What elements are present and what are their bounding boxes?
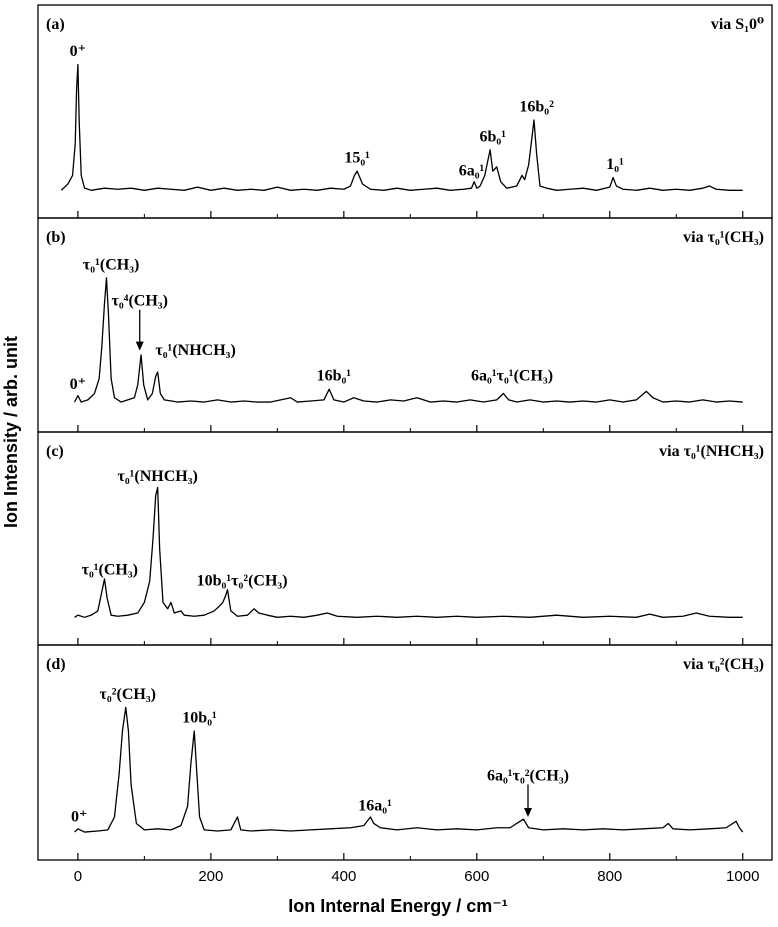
panel-frame: [37, 431, 773, 646]
peak-label: 10b₀¹τ₀²(CH₃): [197, 572, 288, 589]
peak-label: 6a₀¹τ₀¹(CH₃): [471, 368, 553, 385]
panel-note: via τ₀¹(NHCH₃): [659, 443, 764, 460]
panel-label: (b): [46, 229, 66, 246]
arrow-head: [523, 808, 532, 817]
panel-note: via τ₀¹(CH₃): [683, 229, 764, 246]
peak-label: 0⁺: [70, 43, 86, 60]
peak-label: τ₀²(CH₃): [100, 686, 156, 703]
peak-label: τ₀¹(NHCH₃): [117, 468, 197, 485]
panel-frame: [37, 644, 773, 861]
panel-frame: [37, 4, 773, 219]
panel-label: (c): [46, 443, 64, 460]
spectrum-line: [74, 706, 744, 833]
peak-label: 1₀¹: [606, 156, 624, 173]
x-tick-label: 400: [331, 868, 356, 885]
peak-label: 16b₀¹: [317, 368, 352, 385]
x-tick-label: 1000: [726, 868, 759, 885]
x-tick-label: 800: [597, 868, 622, 885]
panel-label: (d): [46, 656, 66, 673]
spectrum-line: [74, 486, 743, 618]
x-tick-label: 600: [464, 868, 489, 885]
peak-label: τ₀¹(CH₃): [83, 256, 139, 273]
peak-label: 15₀¹: [344, 150, 370, 167]
x-tick-label: 0: [74, 868, 82, 885]
x-axis-label: Ion Internal Energy / cm⁻¹: [288, 896, 508, 916]
panel-label: (a): [46, 16, 65, 33]
spectrum-line: [60, 63, 743, 191]
peak-label: 6b₀¹: [480, 128, 507, 145]
y-axis-label: Ion Intensity / arb. unit: [1, 336, 21, 528]
peak-label: 0⁺: [71, 808, 87, 825]
x-tick-label: 200: [198, 868, 223, 885]
panel-note: via τ₀²(CH₃): [683, 656, 764, 673]
peak-label: 16a₀¹: [358, 798, 392, 815]
spectrum-line: [73, 277, 743, 403]
peak-label: 10b₀¹: [182, 709, 217, 726]
peak-label: 6a₀¹: [459, 162, 485, 179]
panel-note: via S₁0⁰: [711, 16, 764, 33]
peak-label: 16b₀²: [519, 99, 554, 116]
peak-label: 0⁺: [70, 376, 86, 393]
peak-label: τ₀¹(NHCH₃): [155, 342, 235, 359]
peak-label: τ₀⁴(CH₃): [112, 293, 168, 310]
peak-label: 6a₀¹τ₀²(CH₃): [487, 767, 569, 784]
arrow-head: [135, 341, 144, 351]
peak-label: τ₀¹(CH₃): [82, 562, 138, 579]
